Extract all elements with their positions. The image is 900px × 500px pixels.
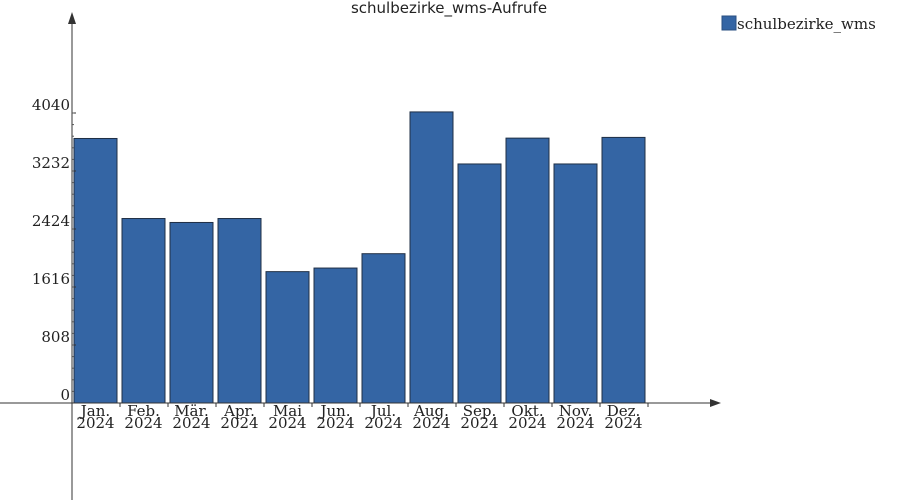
y-axis-arrow (68, 12, 76, 24)
x-tick-label-11-1: 2024 (604, 414, 642, 432)
bar-3 (217, 218, 262, 404)
x-tick-label-4-0: Mai (273, 402, 302, 420)
x-tick-label-5-0: Jun. (318, 402, 350, 420)
x-tick-label-4-1: 2024 (268, 414, 306, 432)
bar-0 (73, 137, 118, 404)
chart-title: schulbezirke_wms-Aufrufe (351, 0, 547, 18)
bar-group (73, 111, 646, 404)
legend-label: schulbezirke_wms (737, 15, 876, 33)
x-tick-label-10-0: Nov. (559, 402, 593, 420)
x-tick-group: Jan.2024Feb.2024Mär.2024Apr.2024Mai2024J… (76, 402, 649, 432)
bar-1 (121, 218, 166, 404)
y-tick-label-2: 1616 (32, 270, 70, 288)
bar-5 (313, 267, 358, 404)
x-tick-label-9-0: Okt. (511, 402, 543, 420)
x-tick-label-7-1: 2024 (412, 414, 450, 432)
x-tick-label-10-1: 2024 (556, 414, 594, 432)
y-tick-label-1: 808 (41, 328, 70, 346)
x-axis-arrow (710, 399, 721, 407)
x-tick-label-2-0: Mär. (174, 402, 209, 420)
y-tick-label-3: 2424 (32, 212, 70, 230)
legend: schulbezirke_wms (721, 15, 876, 33)
y-tick-label-4: 3232 (32, 154, 70, 172)
x-tick-label-8-1: 2024 (460, 414, 498, 432)
x-tick-label-5-1: 2024 (316, 414, 354, 432)
x-tick-label-6-0: Jul. (369, 402, 396, 420)
y-tick-group: 0 808 1616 2424 3232 4040 (32, 96, 76, 404)
x-tick-label-11-0: Dez. (607, 402, 641, 420)
x-tick-label-6-1: 2024 (364, 414, 402, 432)
x-tick-label-3-0: Apr. (223, 402, 255, 420)
x-tick-label-3-1: 2024 (220, 414, 258, 432)
bar-10 (553, 163, 598, 404)
bar-2 (169, 221, 214, 404)
x-tick-label-7-0: Aug. (413, 402, 449, 420)
bar-6 (361, 253, 406, 404)
bar-4 (265, 271, 310, 404)
x-tick-label-9-1: 2024 (508, 414, 546, 432)
legend-swatch (721, 15, 737, 31)
x-tick-label-0-1: 2024 (76, 414, 114, 432)
x-tick-label-8-0: Sep. (463, 402, 497, 420)
bar-11 (601, 136, 646, 404)
x-tick-label-1-0: Feb. (127, 402, 160, 420)
bar-7 (409, 111, 454, 404)
x-tick-label-2-1: 2024 (172, 414, 210, 432)
bar-8 (457, 163, 502, 404)
y-tick-label-0: 0 (60, 386, 70, 404)
x-tick-label-1-1: 2024 (124, 414, 162, 432)
bar-9 (505, 137, 550, 404)
x-tick-label-0-0: Jan. (79, 402, 110, 420)
y-tick-label-5: 4040 (32, 96, 70, 114)
